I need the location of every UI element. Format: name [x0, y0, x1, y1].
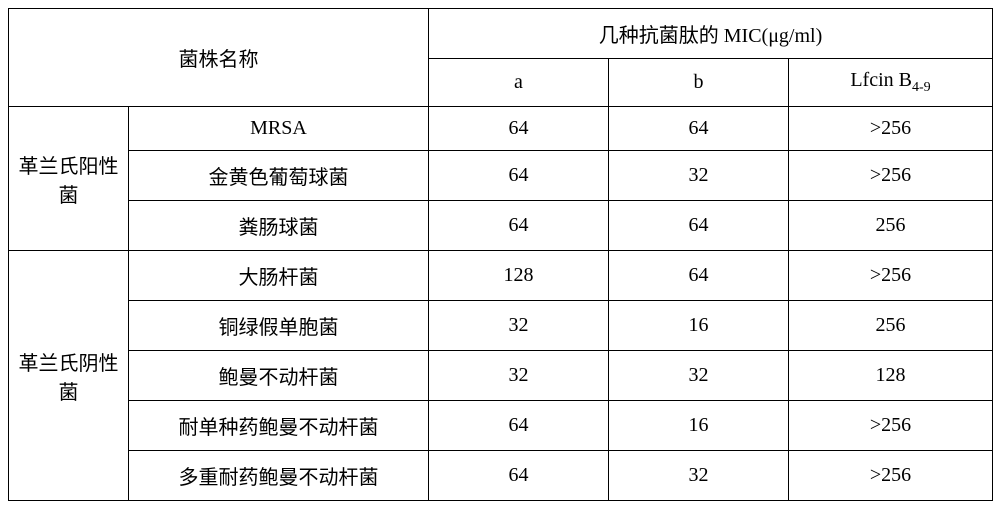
value-a: 32	[429, 351, 609, 401]
mic-table: 菌株名称 几种抗菌肽的 MIC(μg/ml) a b Lfcin B4-9 革兰…	[8, 8, 993, 501]
header-strain-name: 菌株名称	[9, 9, 429, 107]
table-row: 革兰氏阳性菌 MRSA 64 64 >256	[9, 107, 993, 151]
header-mic-group: 几种抗菌肽的 MIC(μg/ml)	[429, 9, 993, 59]
strain-cell: 金黄色葡萄球菌	[129, 151, 429, 201]
header-col-c-prefix: Lfcin B	[850, 69, 912, 91]
table-row: 粪肠球菌 64 64 256	[9, 201, 993, 251]
table-row: 多重耐药鲍曼不动杆菌 64 32 >256	[9, 451, 993, 501]
table-row: 耐单种药鲍曼不动杆菌 64 16 >256	[9, 401, 993, 451]
value-c: 256	[789, 301, 993, 351]
header-col-c: Lfcin B4-9	[789, 59, 993, 107]
header-col-a: a	[429, 59, 609, 107]
category-cell: 革兰氏阳性菌	[9, 107, 129, 251]
value-a: 64	[429, 201, 609, 251]
table-row: 铜绿假单胞菌 32 16 256	[9, 301, 993, 351]
value-c: 128	[789, 351, 993, 401]
value-a: 64	[429, 107, 609, 151]
value-c: >256	[789, 251, 993, 301]
strain-cell: 鲍曼不动杆菌	[129, 351, 429, 401]
value-c: >256	[789, 107, 993, 151]
header-col-b: b	[609, 59, 789, 107]
value-b: 16	[609, 301, 789, 351]
value-b: 32	[609, 451, 789, 501]
strain-cell: 耐单种药鲍曼不动杆菌	[129, 401, 429, 451]
value-a: 32	[429, 301, 609, 351]
value-a: 64	[429, 151, 609, 201]
value-a: 64	[429, 401, 609, 451]
table-row: 革兰氏阴性菌 大肠杆菌 128 64 >256	[9, 251, 993, 301]
header-col-c-sub: 4-9	[912, 80, 931, 95]
category-cell: 革兰氏阴性菌	[9, 251, 129, 501]
value-b: 64	[609, 107, 789, 151]
value-c: >256	[789, 451, 993, 501]
value-b: 64	[609, 201, 789, 251]
table-row: 鲍曼不动杆菌 32 32 128	[9, 351, 993, 401]
table-header-row-1: 菌株名称 几种抗菌肽的 MIC(μg/ml)	[9, 9, 993, 59]
value-b: 32	[609, 151, 789, 201]
value-b: 64	[609, 251, 789, 301]
strain-cell: 铜绿假单胞菌	[129, 301, 429, 351]
table-row: 金黄色葡萄球菌 64 32 >256	[9, 151, 993, 201]
strain-cell: MRSA	[129, 107, 429, 151]
value-b: 16	[609, 401, 789, 451]
strain-cell: 多重耐药鲍曼不动杆菌	[129, 451, 429, 501]
value-b: 32	[609, 351, 789, 401]
value-a: 64	[429, 451, 609, 501]
strain-cell: 大肠杆菌	[129, 251, 429, 301]
value-c: 256	[789, 201, 993, 251]
value-c: >256	[789, 401, 993, 451]
value-a: 128	[429, 251, 609, 301]
value-c: >256	[789, 151, 993, 201]
strain-cell: 粪肠球菌	[129, 201, 429, 251]
